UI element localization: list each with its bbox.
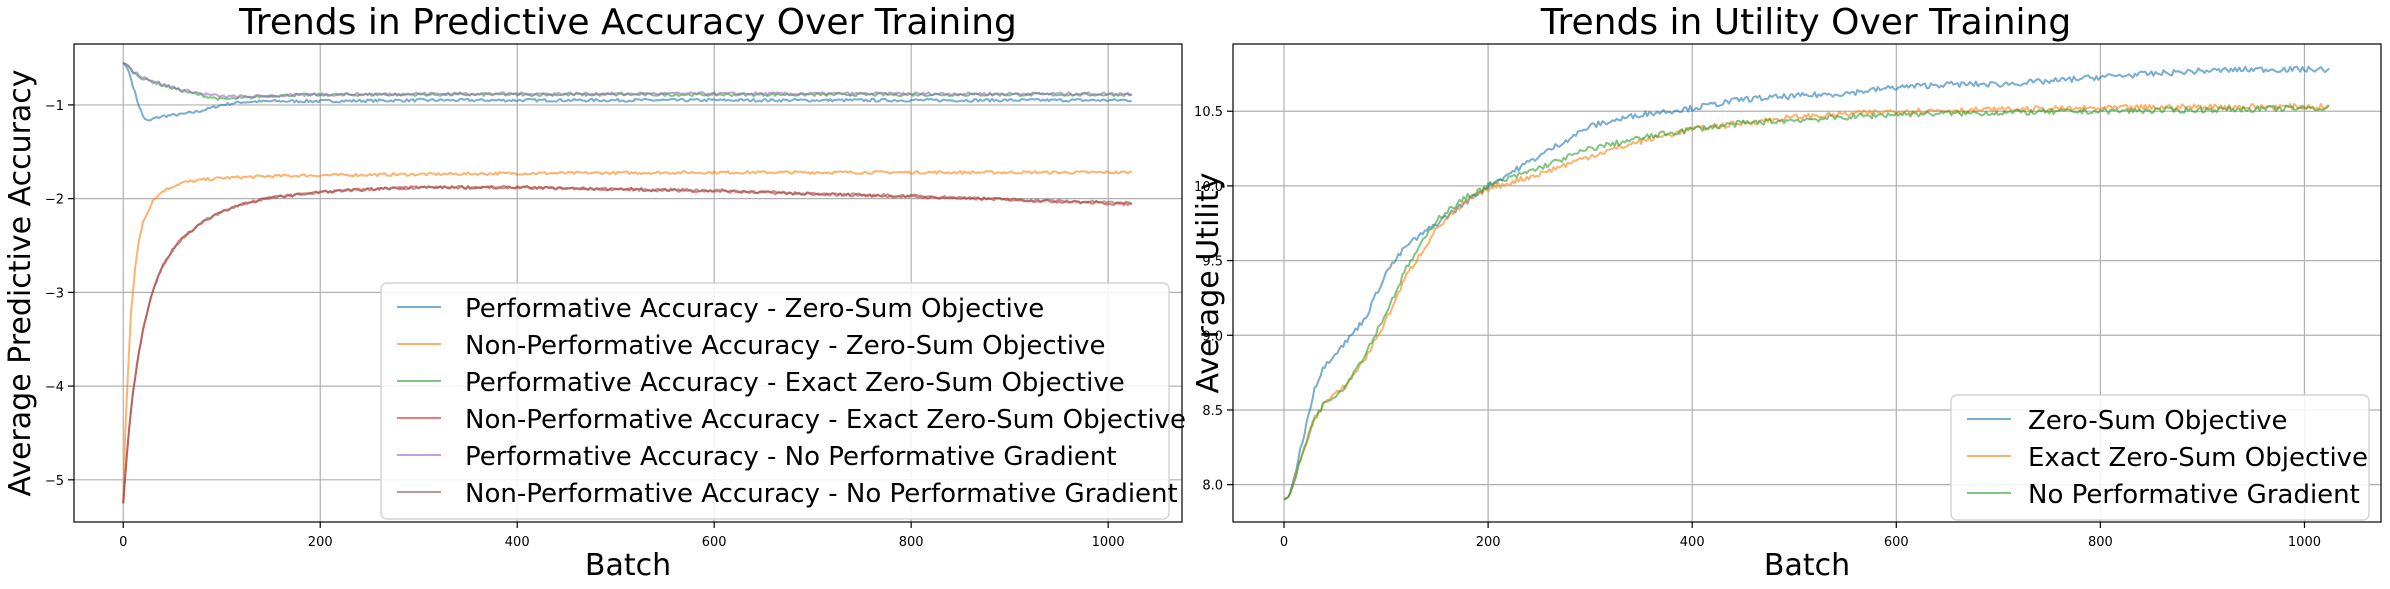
legend-label: Performative Accuracy - Zero-Sum Objecti…	[465, 294, 1044, 324]
x-tick-label: 400	[1680, 535, 1705, 550]
plot-frame	[73, 43, 1183, 523]
x-tick-label: 1000	[1092, 535, 1125, 550]
x-axis-label: Batch	[1764, 548, 1850, 583]
legend-label: Non-Performative Accuracy - Zero-Sum Obj…	[465, 331, 1105, 361]
y-tick-label: 9.5	[1202, 255, 1223, 270]
x-tick-label: 600	[1884, 535, 1909, 550]
y-tick-label: −4	[45, 380, 64, 395]
legend-label: No Performative Gradient	[2028, 480, 2360, 510]
legend-label: Performative Accuracy - Exact Zero-Sum O…	[465, 368, 1125, 398]
legend-label: Performative Accuracy - No Performative …	[465, 442, 1117, 472]
x-tick-label: 1000	[2288, 535, 2321, 550]
legend-box	[1950, 394, 2370, 521]
legend-label: Non-Performative Accuracy - No Performat…	[465, 479, 1178, 509]
legend: Performative Accuracy - Zero-Sum Objecti…	[380, 282, 1186, 520]
plot-frame	[1232, 43, 2382, 523]
legend-label: Exact Zero-Sum Objective	[2028, 443, 2368, 473]
x-tick-label: 200	[308, 535, 333, 550]
y-tick-label: 10.5	[1194, 105, 1223, 120]
series-line-5	[122, 61, 1133, 99]
chart-title: Trends in Utility Over Training	[1540, 2, 2071, 43]
x-axis-label: Batch	[585, 548, 671, 583]
chart-title: Trends in Predictive Accuracy Over Train…	[238, 2, 1017, 43]
x-tick-label: 800	[899, 535, 924, 550]
chart-1: 0 200 400 600 800 1000 −5 −4 −3 −2 −1 Trends in Pre…	[3, 2, 1186, 583]
x-tick-label: 600	[702, 535, 727, 550]
y-axis-label: Average Predictive Accuracy	[3, 69, 38, 496]
y-tick-label: −1	[45, 99, 64, 114]
y-tick-label: 8.0	[1202, 479, 1223, 494]
x-tick-label: 800	[2088, 535, 2113, 550]
y-tick-label: 10.0	[1194, 180, 1223, 195]
legend-label: Non-Performative Accuracy - Exact Zero-S…	[465, 405, 1186, 435]
y-axis-label: Average Utility	[1191, 173, 1226, 394]
y-tick-label: −2	[45, 193, 64, 208]
x-tick-label: 200	[1476, 535, 1501, 550]
y-tick-label: 9.0	[1202, 329, 1223, 344]
series-line-1	[122, 62, 1132, 122]
series-line-1	[1283, 65, 2330, 501]
chart-2: 0 200 400 600 800 1000 8.0 8.5 9.0 9.5 10.0 10.5 Tre…	[1191, 2, 2382, 583]
y-tick-label: −5	[45, 474, 64, 489]
series-line-3	[1283, 104, 2330, 501]
x-tick-label: 0	[1280, 535, 1288, 550]
y-tick-label: −3	[45, 286, 64, 301]
legend: Zero-Sum Objective Exact Zero-Sum Objecti…	[1950, 394, 2370, 521]
legend-label: Zero-Sum Objective	[2028, 406, 2288, 436]
x-tick-label: 400	[505, 535, 530, 550]
legend-box	[380, 282, 1170, 520]
series-line-2	[122, 170, 1132, 504]
y-tick-label: 8.5	[1202, 404, 1223, 419]
x-tick-label: 0	[119, 535, 127, 550]
series-line-6	[122, 185, 1133, 504]
